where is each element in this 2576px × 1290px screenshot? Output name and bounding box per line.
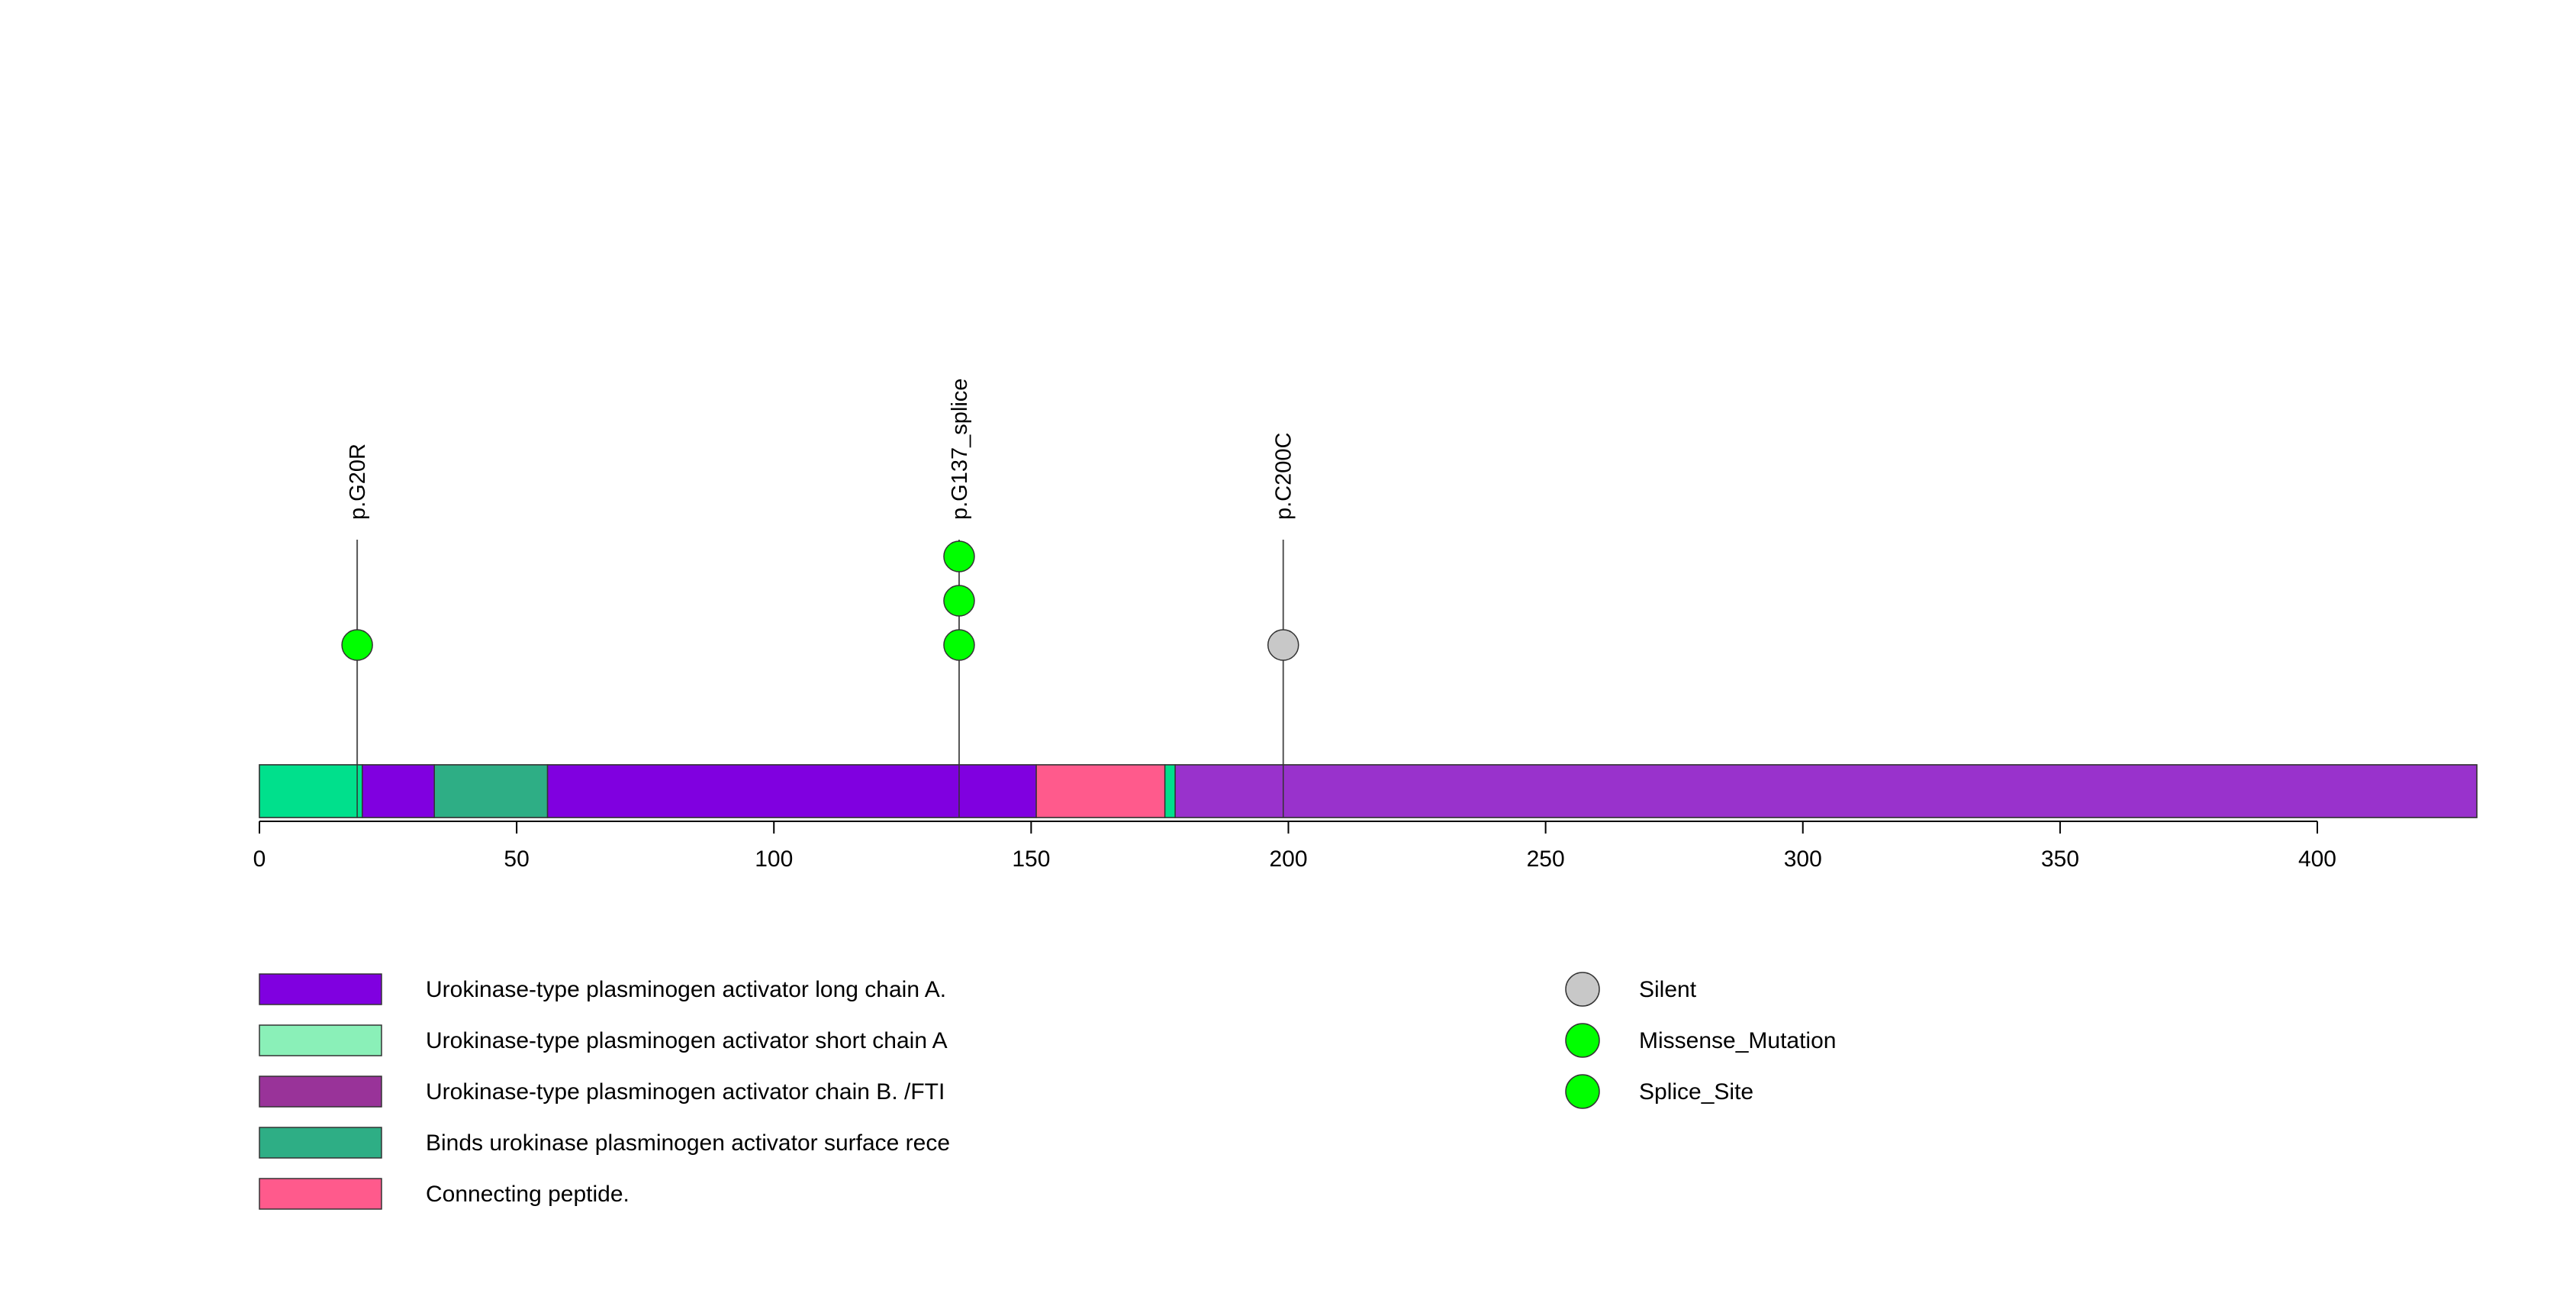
domain-legend-swatch	[259, 973, 382, 1005]
x-tick-label: 300	[1784, 847, 1822, 872]
domain-segment-3	[433, 764, 549, 818]
mutation-lollipop-1-1	[341, 629, 373, 661]
mutation-lollipop-3-1	[1267, 629, 1299, 661]
mutation-type-legend-label: Splice_Site	[1639, 1079, 1753, 1105]
domain-legend-swatch	[259, 1127, 382, 1159]
domain-legend-label: Connecting peptide.	[426, 1182, 630, 1207]
domain-legend-label: Urokinase-type plasminogen activator sho…	[426, 1028, 948, 1053]
mutation-type-legend: Silent Missense_Mutation Splice_Site	[1565, 972, 1836, 1109]
protein-domains	[259, 764, 2478, 818]
mutation-labels: p.G20R p.G137_splice p.C200C	[346, 379, 1296, 520]
mutation-lollipop-2-2	[943, 585, 975, 617]
x-axis: 0 50 100 150 200 250 300 350 400	[253, 821, 2336, 872]
domain-segment-5	[1035, 764, 1166, 818]
domain-legend-label: Urokinase-type plasminogen activator lon…	[426, 977, 946, 1002]
domain-legend-swatch	[259, 1024, 382, 1056]
x-tick-label: 50	[504, 847, 529, 872]
domain-legend-swatch	[259, 1178, 382, 1210]
x-tick-label: 150	[1012, 847, 1050, 872]
domain-segment-6	[1164, 764, 1176, 818]
mutation-lollipops	[341, 540, 1299, 661]
domain-segment-1	[259, 764, 363, 818]
domain-segment-2	[362, 764, 435, 818]
x-tick-label: 400	[2298, 847, 2336, 872]
x-tick-label: 250	[1527, 847, 1565, 872]
domain-segment-7	[1174, 764, 2478, 818]
domain-legend-label: Binds urokinase plasminogen activator su…	[426, 1130, 950, 1156]
mutation-label: p.G20R	[346, 443, 370, 520]
mutation-label: p.C200C	[1272, 433, 1296, 520]
domain-segment-4	[546, 764, 1037, 818]
mutation-label: p.G137_splice	[948, 379, 972, 520]
mutation-type-legend-swatch	[1565, 972, 1600, 1007]
mutation-type-legend-swatch	[1565, 1074, 1600, 1109]
x-tick-label: 100	[755, 847, 793, 872]
domain-legend: Urokinase-type plasminogen activator lon…	[259, 973, 950, 1210]
x-tick-label: 350	[2041, 847, 2079, 872]
mutation-type-legend-label: Missense_Mutation	[1639, 1028, 1836, 1053]
mutation-lollipop-2-3	[943, 540, 975, 572]
mutation-lollipop-2-1	[943, 629, 975, 661]
domain-legend-label: Urokinase-type plasminogen activator cha…	[426, 1079, 945, 1105]
domain-legend-swatch	[259, 1076, 382, 1108]
mutation-stem-overlays	[356, 765, 1284, 818]
mutation-type-legend-label: Silent	[1639, 977, 1697, 1002]
x-tick-label: 0	[253, 847, 266, 872]
x-tick-label: 200	[1269, 847, 1307, 872]
mutation-type-legend-swatch	[1565, 1023, 1600, 1058]
